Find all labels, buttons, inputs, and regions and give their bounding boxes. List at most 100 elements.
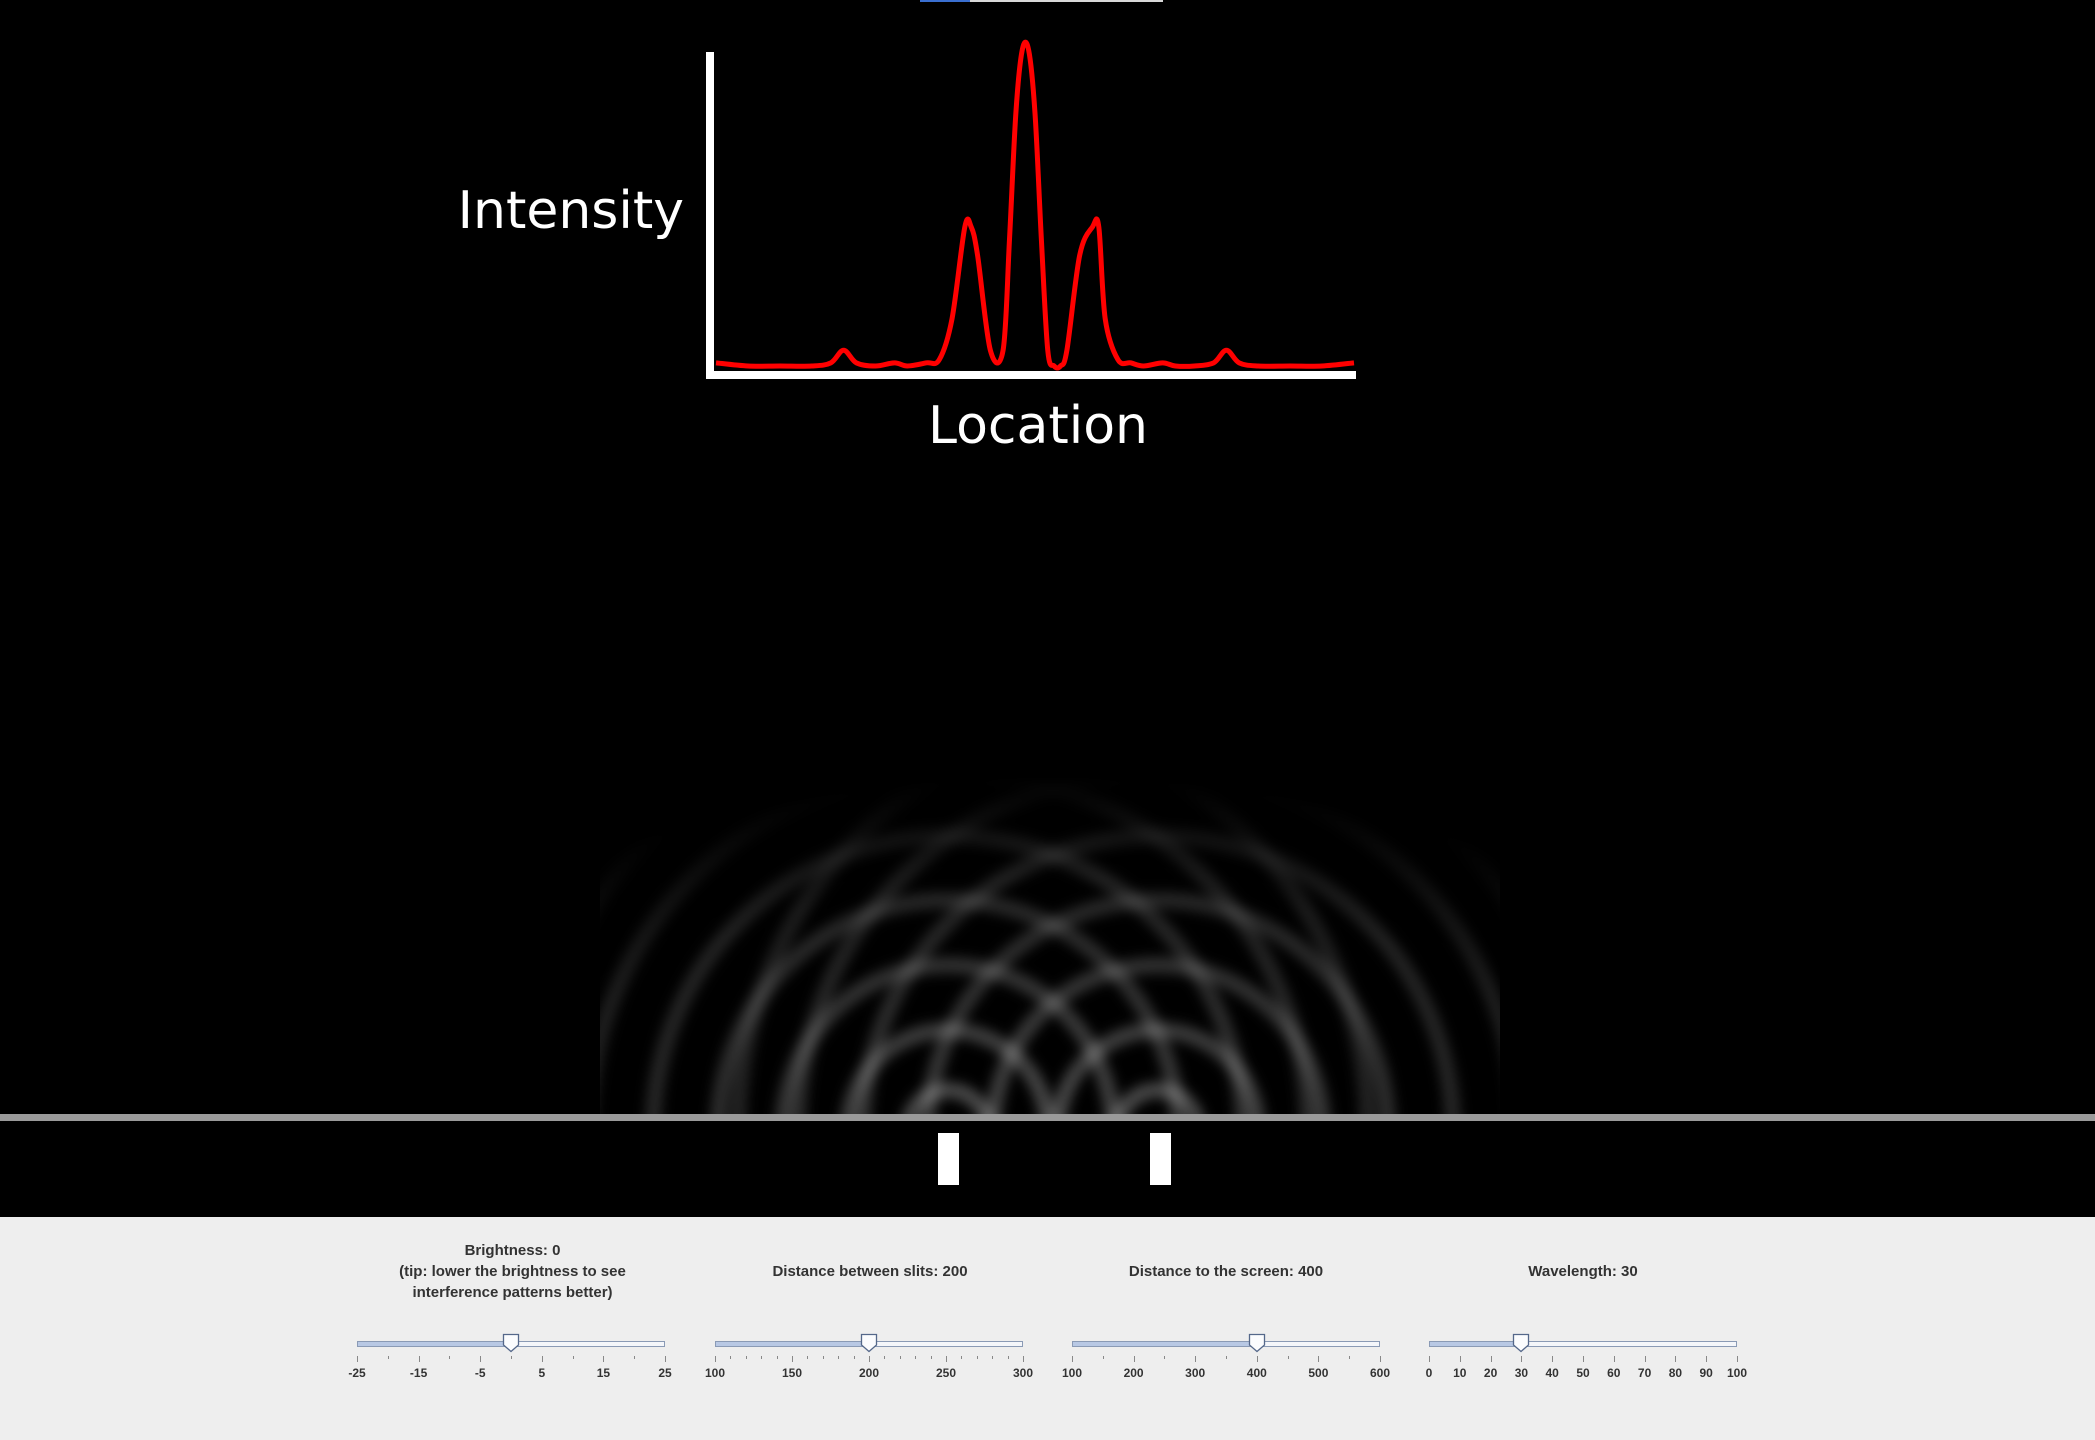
slider-minor-tick — [511, 1356, 512, 1359]
slider-tick-label: 70 — [1637, 1366, 1652, 1380]
slider-minor-tick — [761, 1356, 763, 1359]
slider-minor-tick — [853, 1356, 855, 1359]
wave-ring — [710, 892, 1186, 1120]
interference-pattern — [600, 702, 1500, 1120]
slider-fill — [716, 1342, 869, 1346]
slider-major-tick — [603, 1356, 605, 1362]
slider-tick-label: 600 — [1369, 1366, 1391, 1380]
slider-major-tick — [665, 1356, 666, 1362]
slider-fill — [358, 1342, 511, 1346]
slider-major-tick — [357, 1356, 358, 1362]
wave-ring — [600, 762, 1316, 1120]
slider-tick-label: -5 — [474, 1366, 486, 1380]
slider-major-tick — [418, 1356, 420, 1362]
slider-tick-label: 90 — [1699, 1366, 1713, 1380]
slider-tick-label: 15 — [596, 1366, 611, 1380]
x-axis-label: Location — [928, 396, 1148, 456]
simulation-canvas: Intensity Location — [0, 0, 2095, 1185]
slider-tick-label: 10 — [1453, 1366, 1467, 1380]
slider-major-tick — [946, 1356, 947, 1362]
slider-major-tick — [1429, 1356, 1430, 1362]
slider-tick-label: 100 — [704, 1366, 726, 1380]
slider-major-tick — [480, 1356, 482, 1362]
slider-minor-tick — [730, 1356, 732, 1359]
wave-fronts — [600, 702, 1500, 1120]
slider-minor-tick — [1164, 1356, 1166, 1359]
y-axis-label: Intensity — [458, 181, 684, 241]
slider-major-tick — [715, 1356, 716, 1362]
slider-minor-tick — [634, 1356, 636, 1359]
slider-track[interactable] — [1072, 1341, 1380, 1347]
slider-major-tick — [1318, 1356, 1320, 1362]
slider-minor-tick — [572, 1356, 574, 1359]
slider-major-tick — [1613, 1356, 1615, 1362]
slider-minor-tick — [387, 1356, 389, 1359]
slider-tick-label: 100 — [1061, 1366, 1083, 1380]
wave-ring — [901, 1082, 995, 1120]
slider-minor-tick — [899, 1356, 901, 1359]
slider-major-tick — [869, 1356, 870, 1362]
slider-minor-tick — [961, 1356, 963, 1359]
slider-minor-tick — [1226, 1356, 1227, 1359]
slider-tick-label: 200 — [858, 1366, 880, 1380]
slider-major-tick — [1675, 1356, 1677, 1362]
wave-ring — [1050, 1022, 1266, 1120]
slider-major-tick — [792, 1356, 793, 1362]
slider-tick-label: -25 — [348, 1366, 366, 1380]
slider-tick-label: 300 — [1012, 1366, 1034, 1380]
screen-distance-slider[interactable]: 100 200 300 400 500 600 — [1062, 1332, 1390, 1382]
brightness-slider[interactable]: -25 -15 -5 5 15 25 — [348, 1332, 672, 1382]
slider-thumb[interactable] — [502, 1333, 520, 1353]
right-slit — [1150, 1133, 1171, 1185]
slider-tick-label: 200 — [1123, 1366, 1144, 1380]
wave-ring — [920, 892, 1396, 1120]
brightness-label: Brightness: 0 (tip: lower the brightness… — [399, 1242, 626, 1301]
slider-track[interactable] — [1429, 1341, 1737, 1347]
slider-thumb[interactable] — [860, 1333, 878, 1353]
slider-tick-label: 50 — [1576, 1366, 1590, 1380]
slider-minor-tick — [915, 1356, 917, 1359]
top-scroll-thumb[interactable] — [920, 0, 970, 2]
slider-tick-label: 0 — [1425, 1366, 1433, 1380]
slider-minor-tick — [992, 1356, 994, 1359]
slit-distance-label: Distance between slits: 200 — [772, 1263, 968, 1280]
slider-minor-tick — [884, 1356, 886, 1359]
slider-thumb[interactable] — [1248, 1333, 1266, 1353]
wavelength-slider[interactable]: 0 10 20 30 40 50 60 70 80 90 100 — [1425, 1332, 1747, 1382]
slider-tick-label: 250 — [935, 1366, 957, 1380]
wave-ring — [985, 957, 1331, 1120]
wavelength-label: Wavelength: 30 — [1528, 1263, 1638, 1280]
wave-ring — [600, 702, 1376, 1120]
top-scroll-bar[interactable] — [920, 0, 1163, 2]
slider-tick-label: 500 — [1308, 1366, 1329, 1380]
slider-thumb[interactable] — [1512, 1333, 1530, 1353]
slider-minor-tick — [807, 1356, 809, 1359]
slider-minor-tick — [822, 1356, 824, 1359]
control-panel: Brightness: 0 (tip: lower the brightness… — [0, 1217, 2095, 1440]
slider-tick-label: 80 — [1668, 1366, 1683, 1380]
slider-tick-label: 400 — [1246, 1366, 1267, 1380]
slider-major-tick — [1737, 1356, 1738, 1362]
wave-ring — [775, 957, 1121, 1120]
slider-tick-label: 100 — [1726, 1366, 1748, 1380]
slider-minor-tick — [449, 1356, 451, 1359]
slider-tick-label: 60 — [1607, 1366, 1621, 1380]
slider-major-tick — [1644, 1356, 1646, 1362]
slider-major-tick — [1490, 1356, 1492, 1362]
slider-major-tick — [541, 1356, 543, 1362]
slider-minor-tick — [1287, 1356, 1289, 1359]
slider-minor-tick — [930, 1356, 932, 1359]
slider-minor-tick — [1007, 1356, 1009, 1359]
slider-minor-tick — [1102, 1356, 1104, 1359]
slider-major-tick — [1521, 1356, 1523, 1362]
slider-major-tick — [1133, 1356, 1135, 1362]
wave-ring — [730, 702, 1500, 1120]
screen-distance-label: Distance to the screen: 400 — [1128, 1263, 1324, 1280]
slider-major-tick — [1072, 1356, 1073, 1362]
slit-distance-slider[interactable]: 100 150 200 250 300 — [705, 1332, 1033, 1382]
slider-major-tick — [1256, 1356, 1258, 1362]
intensity-graph: Intensity Location — [458, 39, 1356, 456]
slider-major-tick — [1583, 1356, 1584, 1362]
slider-tick-label: 150 — [781, 1366, 803, 1380]
slider-major-tick — [1195, 1356, 1197, 1362]
